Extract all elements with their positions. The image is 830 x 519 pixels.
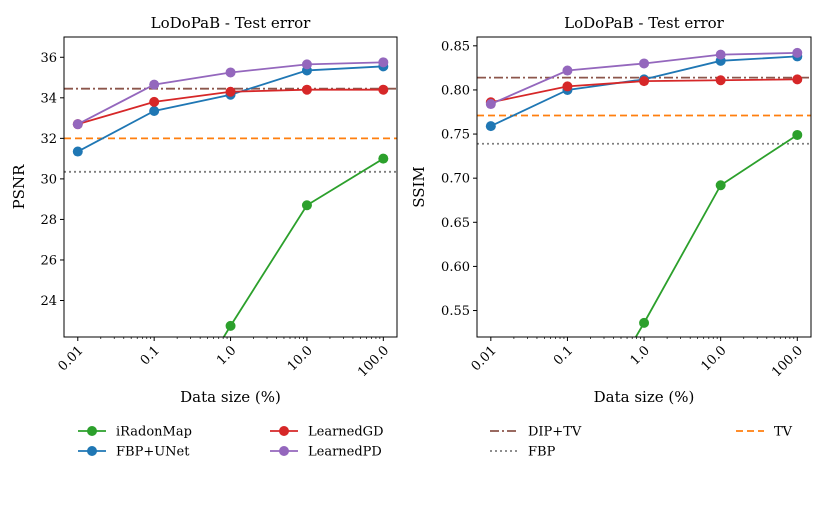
legend-methods: iRadonMap FBP+UNet LearnedGD LearnedPD [78,425,384,460]
psnr-chart: 24 26 28 30 32 34 36 0.01 0.1 1.0 10.0 100.0 LoDoPaB… [10,14,398,406]
legend-marker-fbp-unet [87,446,97,456]
psnr-xlabel: Data size (%) [180,388,281,406]
ssim-ytick-label: 0.70 [441,172,470,187]
ssim-point-learnedpd-4 [792,47,803,58]
psnr-point-learnedgd-2 [225,86,236,97]
psnr-ytick-label: 34 [40,91,57,106]
ssim-chart: 0.55 0.60 0.65 0.70 0.75 0.80 0.85 0.01 0.1 1.0 10… [410,14,812,406]
ssim-point-learnedpd-3 [715,49,726,60]
ssim-xtick-label: 100.0 [769,343,806,380]
legend-label-tv: TV [774,425,793,440]
legend-label-dip-tv: DIP+TV [528,425,582,440]
legend-label-iradonmap: iRadonMap [116,425,192,440]
ssim-title: LoDoPaB - Test error [564,14,724,32]
legend-entry-fbp-unet: FBP+UNet [78,445,190,460]
legend-entry-learnedgd: LearnedGD [270,425,384,440]
psnr-point-learnedpd-2 [225,67,236,78]
psnr-point-learnedgd-4 [378,84,389,95]
ssim-ytick-label: 0.75 [441,128,470,143]
ssim-point-learnedpd-0 [485,99,496,110]
legend-label-learnedgd: LearnedGD [308,425,384,440]
psnr-ytick-label: 28 [40,213,57,228]
psnr-point-learnedgd-3 [301,84,312,95]
psnr-point-iradonmap-3 [301,200,312,211]
ssim-point-learnedgd-3 [715,75,726,86]
ssim-point-iradonmap-4 [792,129,803,140]
ssim-ytick-label: 0.85 [441,39,470,54]
legend-entry-dip-tv: DIP+TV [490,425,582,440]
ssim-ytick-label: 0.55 [441,304,470,319]
psnr-ytick-label: 26 [40,253,57,268]
psnr-axes-frame [63,36,398,338]
ssim-xtick-label: 1.0 [628,343,653,368]
psnr-ylabel: PSNR [10,164,28,209]
ssim-point-learnedgd-4 [792,74,803,85]
psnr-xtick-label: 10.0 [285,343,316,374]
psnr-plot-area [64,57,397,337]
psnr-xtick-label: 0.1 [138,343,163,368]
ssim-ylabel: SSIM [410,166,428,208]
psnr-point-learnedpd-3 [301,59,312,70]
psnr-xtick-label: 0.01 [56,343,87,374]
legend-marker-iradonmap [87,426,97,436]
psnr-point-learnedgd-1 [149,96,160,107]
psnr-point-fbp-unet-1 [149,105,160,116]
ssim-point-learnedpd-2 [639,58,650,69]
ssim-plot-area [477,47,811,337]
psnr-ytick-label: 36 [40,51,57,66]
psnr-point-fbp-unet-0 [72,146,83,157]
ssim-point-iradonmap-3 [715,180,726,191]
legend-entry-tv: TV [736,425,793,440]
psnr-ytick-label: 30 [40,172,57,187]
psnr-point-iradonmap-4 [378,153,389,164]
ssim-ytick-label: 0.80 [441,83,470,98]
psnr-ytick-label: 32 [40,132,57,147]
legend-marker-learnedpd [279,446,289,456]
ssim-point-learnedpd-1 [562,65,573,76]
legend-marker-learnedgd [279,426,289,436]
psnr-xtick-label: 100.0 [355,343,392,380]
legend-entry-iradonmap: iRadonMap [78,425,192,440]
ssim-xtick-label: 0.01 [469,343,500,374]
ssim-point-learnedgd-1 [562,81,573,92]
ssim-xlabel: Data size (%) [594,388,695,406]
psnr-point-learnedpd-1 [149,79,160,90]
psnr-point-learnedpd-4 [378,57,389,68]
psnr-ytick-label: 24 [40,294,57,309]
psnr-line-iradonmap [222,157,384,337]
legend-baselines: DIP+TV FBP TV [490,425,793,460]
ssim-point-fbp-unet-0 [485,121,496,132]
legend-label-learnedpd: LearnedPD [308,445,382,460]
psnr-point-learnedpd-0 [72,119,83,130]
ssim-point-learnedgd-2 [639,76,650,87]
ssim-ytick-label: 0.60 [441,260,470,275]
psnr-title: LoDoPaB - Test error [151,14,311,32]
ssim-xtick-label: 10.0 [698,343,729,374]
ssim-ytick-label: 0.65 [441,216,470,231]
legend-label-fbp-unet: FBP+UNet [116,445,190,460]
ssim-line-iradonmap [634,134,798,337]
ssim-point-iradonmap-2 [639,317,650,328]
legend-entry-fbp: FBP [490,445,556,460]
ssim-xtick-label: 0.1 [551,343,576,368]
legend-entry-learnedpd: LearnedPD [270,445,382,460]
legend-label-fbp: FBP [528,445,556,460]
psnr-xtick-label: 1.0 [214,343,239,368]
psnr-point-iradonmap-2 [225,320,236,331]
